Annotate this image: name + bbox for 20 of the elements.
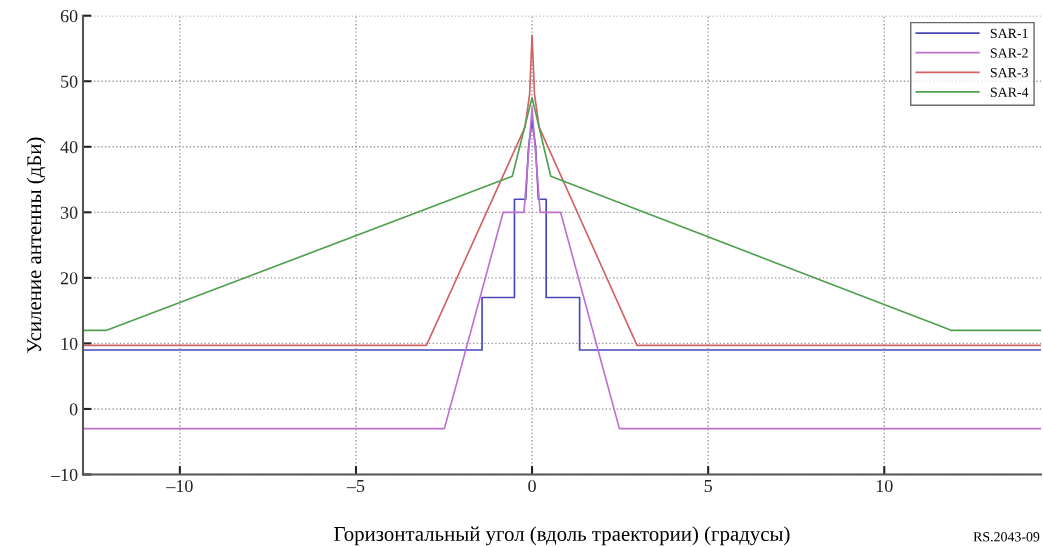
text: RS.2043-09 bbox=[973, 532, 1040, 542]
x-tick-label: 10 bbox=[876, 479, 893, 493]
y-tick-label: –10 bbox=[50, 468, 78, 481]
legend-label: SAR-3 bbox=[990, 67, 1028, 78]
x-tick-label: 5 bbox=[704, 480, 712, 493]
y-tick-label: 0 bbox=[69, 403, 78, 416]
legend-label: SAR-4 bbox=[990, 87, 1029, 97]
y-axis-title: Усиление антенны (дБи) bbox=[26, 137, 46, 353]
legend-label: SAR-1 bbox=[990, 28, 1028, 39]
y-tick-label: 50 bbox=[61, 75, 78, 88]
x-tick-label: 0 bbox=[528, 479, 536, 493]
x-tick-label: –5 bbox=[346, 480, 365, 493]
y-tick-label: 60 bbox=[60, 9, 78, 23]
y-tick-label: 20 bbox=[60, 272, 78, 285]
x-axis-title: Горизонтальный угол (вдоль траектории) (градусы) bbox=[334, 526, 790, 546]
legend-label: SAR-2 bbox=[990, 48, 1028, 58]
y-tick-label: 40 bbox=[60, 141, 78, 154]
y-tick-label: 30 bbox=[60, 206, 78, 219]
x-tick-label: –10 bbox=[166, 479, 193, 493]
y-tick-label: 10 bbox=[61, 337, 78, 350]
